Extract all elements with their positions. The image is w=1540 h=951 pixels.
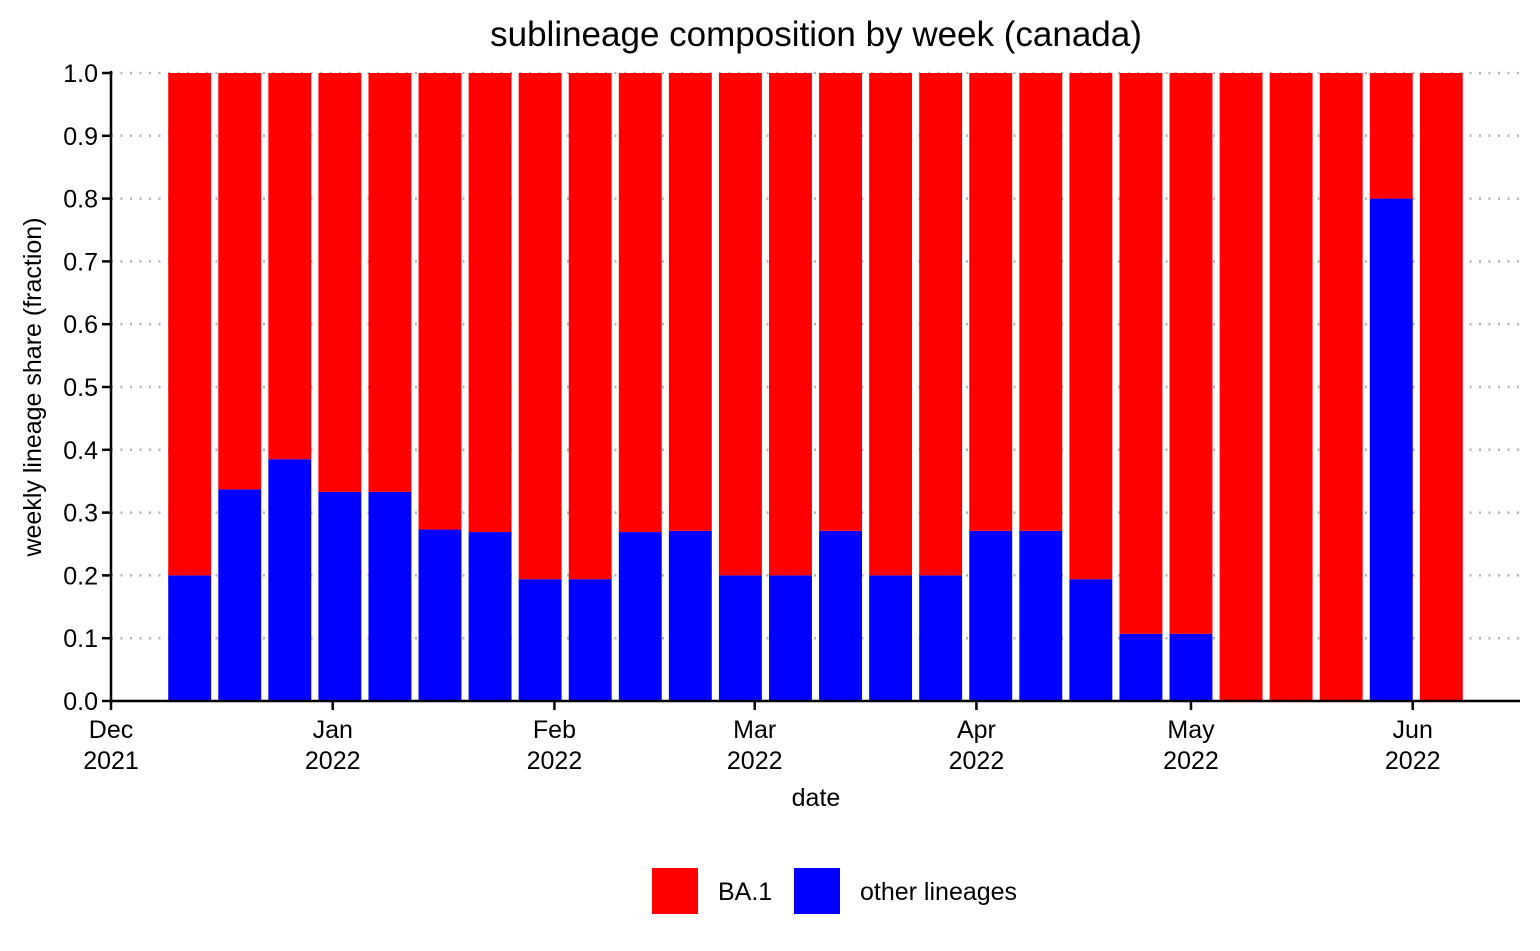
bar-segment <box>969 530 1013 701</box>
y-tick-label: 0.9 <box>63 123 98 151</box>
legend-label: other lineages <box>860 878 1017 906</box>
bar-segment <box>618 532 662 701</box>
y-axis-ticks: 0.0 0.1 0.2 0.3 0.4 0.5 0.6 0.7 0.8 0.9 1.0 <box>63 60 111 716</box>
bar-segment <box>1069 73 1113 580</box>
bar-segment <box>218 73 262 490</box>
bar-segment <box>518 579 562 701</box>
x-tick-year-label: 2022 <box>305 747 361 775</box>
bar-segment <box>1119 73 1163 634</box>
x-tick-month-label: May <box>1167 716 1215 744</box>
bar-segment <box>168 73 212 576</box>
y-tick-label: 0.4 <box>63 437 98 465</box>
bar-segment <box>1019 73 1063 531</box>
y-tick-label: 0.6 <box>63 311 98 339</box>
bar-segment <box>1219 73 1263 701</box>
bar-segment <box>1369 198 1413 701</box>
x-tick-year-label: 2022 <box>1163 747 1219 775</box>
bar-segment <box>668 73 712 531</box>
y-tick-label: 0.3 <box>63 500 98 528</box>
bar-segment <box>1319 73 1363 701</box>
x-tick-year-label: 2022 <box>1385 747 1441 775</box>
x-tick-year-label: 2022 <box>949 747 1005 775</box>
bar-segment <box>1169 73 1213 634</box>
bar-segment <box>1369 73 1413 199</box>
bar-segment <box>618 73 662 533</box>
y-axis-title: weekly lineage share (fraction) <box>19 217 47 557</box>
bar-segment <box>168 575 212 701</box>
x-tick-month-label: Feb <box>533 716 576 744</box>
bar-segment <box>1269 73 1313 701</box>
bar-segment <box>1069 579 1113 701</box>
x-tick-year-label: 2022 <box>527 747 583 775</box>
bar-segment <box>268 73 312 460</box>
bar-segment <box>568 73 612 580</box>
bar-segment <box>468 73 512 533</box>
y-tick-label: 0.2 <box>63 562 98 590</box>
y-tick-label: 0.0 <box>63 688 98 716</box>
bar-segment <box>1119 633 1163 701</box>
bar-segment <box>418 73 462 530</box>
x-tick-month-label: Jan <box>313 716 353 744</box>
bar-segment <box>769 575 812 701</box>
bar-segment <box>1019 530 1063 701</box>
bar-segment <box>819 530 862 701</box>
x-tick-month-label: Jun <box>1393 716 1433 744</box>
bars <box>168 73 1463 701</box>
bar-segment <box>718 575 762 701</box>
x-tick-month-label: Apr <box>957 716 996 744</box>
y-tick-label: 0.1 <box>63 625 98 653</box>
bar-segment <box>919 73 963 576</box>
bar-segment <box>1419 73 1463 701</box>
y-tick-label: 0.8 <box>63 186 98 214</box>
bar-segment <box>919 575 963 701</box>
bar-segment <box>518 73 562 580</box>
y-tick-label: 1.0 <box>63 60 98 88</box>
y-tick-label: 0.7 <box>63 248 98 276</box>
legend: BA.1 other lineages <box>652 868 1017 914</box>
bar-segment <box>819 73 862 531</box>
bar-segment <box>468 532 512 701</box>
x-tick-month-label: Dec <box>89 716 133 744</box>
x-axis-ticks: Dec 2021 Jan 2022 Feb 2022 Mar 2022 Apr 2022 May 20… <box>83 701 1441 775</box>
bar-segment <box>969 73 1013 531</box>
bar-segment <box>268 459 312 701</box>
y-tick-label: 0.5 <box>63 374 98 402</box>
bar-segment <box>668 530 712 701</box>
bar-segment <box>218 489 262 701</box>
legend-label: BA.1 <box>718 878 772 906</box>
x-tick-month-label: Mar <box>733 716 776 744</box>
legend-swatch <box>794 868 840 914</box>
bar-segment <box>368 491 412 701</box>
x-axis-title: date <box>792 784 841 812</box>
bar-segment <box>718 73 762 576</box>
bar-segment <box>568 579 612 701</box>
bar-segment <box>769 73 812 576</box>
bar-segment <box>869 575 913 701</box>
x-tick-year-label: 2021 <box>83 747 139 775</box>
bar-segment <box>368 73 412 492</box>
bar-segment <box>418 529 462 701</box>
bar-segment <box>869 73 913 576</box>
bar-segment <box>318 73 362 492</box>
chart-title: sublineage composition by week (canada) <box>490 15 1142 54</box>
x-tick-year-label: 2022 <box>727 747 783 775</box>
legend-swatch <box>652 868 698 914</box>
bar-segment <box>318 491 362 701</box>
bar-segment <box>1169 633 1213 701</box>
